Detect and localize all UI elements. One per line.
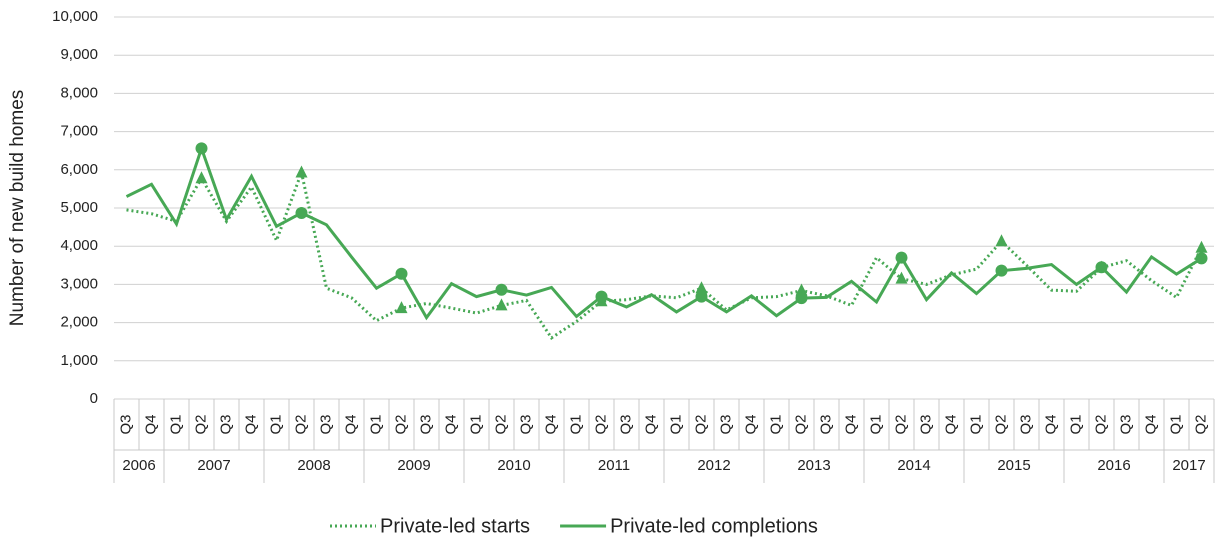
series-line [126, 167, 1203, 340]
x-tick-label: Q2 [1192, 414, 1209, 434]
marker [595, 290, 608, 303]
x-group-label: 2010 [497, 457, 530, 474]
marker [295, 206, 308, 219]
x-tick-label: Q1 [567, 414, 584, 434]
x-group-label: 2014 [897, 457, 930, 474]
x-tick-label: Q2 [492, 414, 509, 434]
y-tick-label: 6,000 [60, 161, 98, 178]
y-tick-label: 1,000 [60, 352, 98, 369]
x-tick-label: Q4 [642, 414, 659, 434]
marker [495, 298, 508, 311]
marker [395, 267, 408, 280]
y-tick-label: 10,000 [52, 8, 98, 25]
x-group-label: 2016 [1097, 457, 1130, 474]
marker [895, 271, 908, 284]
x-tick-label: Q2 [792, 414, 809, 434]
x-tick-label: Q1 [267, 414, 284, 434]
x-tick-label: Q4 [442, 414, 459, 434]
marker [195, 171, 208, 184]
x-tick-label: Q2 [692, 414, 709, 434]
x-tick-label: Q3 [717, 414, 734, 434]
marker [695, 290, 708, 303]
x-tick-label: Q1 [367, 414, 384, 434]
y-tick-label: 9,000 [60, 46, 98, 63]
marker [895, 251, 908, 264]
x-tick-label: Q1 [967, 414, 984, 434]
x-tick-label: Q3 [417, 414, 434, 434]
x-tick-label: Q4 [942, 414, 959, 434]
x-tick-label: Q3 [517, 414, 534, 434]
x-group-label: 2009 [397, 457, 430, 474]
y-tick-label: 8,000 [60, 84, 98, 101]
marker [1195, 240, 1208, 253]
x-tick-label: Q1 [767, 414, 784, 434]
x-tick-label: Q4 [1042, 414, 1059, 434]
x-tick-label: Q4 [742, 414, 759, 434]
x-tick-label: Q3 [1017, 414, 1034, 434]
x-group-label: 2013 [797, 457, 830, 474]
x-tick-label: Q1 [867, 414, 884, 434]
marker [195, 142, 208, 155]
x-tick-label: Q3 [817, 414, 834, 434]
x-tick-label: Q3 [617, 414, 634, 434]
x-tick-label: Q2 [1092, 414, 1109, 434]
x-tick-label: Q1 [667, 414, 684, 434]
x-tick-label: Q1 [1067, 414, 1084, 434]
series-line [125, 143, 1203, 321]
marker [1095, 261, 1108, 274]
marker [695, 281, 708, 294]
x-tick-label: Q1 [467, 414, 484, 434]
y-tick-label: 0 [90, 390, 98, 407]
x-tick-label: Q3 [317, 414, 334, 434]
x-group-label: 2017 [1172, 457, 1205, 474]
x-tick-label: Q2 [992, 414, 1009, 434]
x-tick-label: Q2 [292, 414, 309, 434]
x-tick-label: Q3 [917, 414, 934, 434]
x-tick-label: Q2 [392, 414, 409, 434]
x-tick-label: Q4 [542, 414, 559, 434]
x-tick-label: Q4 [342, 414, 359, 434]
x-tick-label: Q2 [892, 414, 909, 434]
x-tick-label: Q3 [117, 414, 134, 434]
marker [495, 283, 508, 296]
x-tick-label: Q2 [592, 414, 609, 434]
marker [995, 234, 1008, 247]
y-tick-label: 3,000 [60, 275, 98, 292]
x-tick-label: Q4 [1142, 414, 1159, 434]
y-tick-label: 5,000 [60, 199, 98, 216]
legend-label: Private-led completions [610, 515, 818, 537]
marker [295, 165, 308, 178]
marker [1195, 252, 1208, 265]
x-group-label: 2015 [997, 457, 1030, 474]
marker [795, 283, 808, 296]
marker [795, 292, 808, 305]
legend-label: Private-led starts [380, 515, 530, 537]
x-tick-label: Q1 [1167, 414, 1184, 434]
y-tick-label: 7,000 [60, 123, 98, 140]
x-tick-label: Q1 [167, 414, 184, 434]
marker [395, 301, 408, 314]
x-group-label: 2006 [122, 457, 155, 474]
x-tick-label: Q4 [842, 414, 859, 434]
x-tick-label: Q3 [1117, 414, 1134, 434]
x-group-label: 2011 [598, 457, 630, 474]
y-tick-label: 2,000 [60, 314, 98, 331]
marker [995, 264, 1008, 277]
x-group-label: 2007 [197, 457, 230, 474]
x-group-label: 2008 [297, 457, 330, 474]
x-tick-label: Q4 [242, 414, 259, 434]
x-tick-label: Q3 [217, 414, 234, 434]
x-tick-label: Q2 [192, 414, 209, 434]
x-group-label: 2012 [697, 457, 730, 474]
y-tick-label: 4,000 [60, 237, 98, 254]
y-axis-label: Number of new build homes [7, 90, 28, 327]
x-tick-label: Q4 [142, 414, 159, 434]
